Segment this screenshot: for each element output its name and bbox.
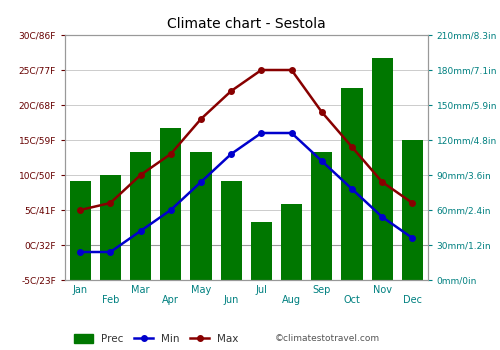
Bar xyxy=(402,140,423,280)
Text: Feb: Feb xyxy=(102,295,119,305)
Max xyxy=(138,173,143,177)
Text: Apr: Apr xyxy=(162,295,179,305)
Text: Dec: Dec xyxy=(403,295,422,305)
Min xyxy=(138,229,143,233)
Text: Jan: Jan xyxy=(72,285,88,295)
Text: Nov: Nov xyxy=(372,285,392,295)
Bar xyxy=(311,152,332,280)
Min xyxy=(168,208,173,212)
Bar xyxy=(70,181,90,280)
Bar xyxy=(190,152,212,280)
Min xyxy=(198,180,204,184)
Min xyxy=(258,131,264,135)
Max xyxy=(410,201,416,205)
Max xyxy=(379,180,385,184)
Min xyxy=(379,215,385,219)
Min xyxy=(108,250,114,254)
Min xyxy=(77,250,83,254)
Title: Climate chart - Sestola: Climate chart - Sestola xyxy=(167,17,326,31)
Max xyxy=(228,89,234,93)
Max xyxy=(198,117,204,121)
Max xyxy=(258,68,264,72)
Text: Sep: Sep xyxy=(312,285,331,295)
Min xyxy=(410,236,416,240)
Min xyxy=(349,187,355,191)
Min xyxy=(288,131,294,135)
Text: Aug: Aug xyxy=(282,295,301,305)
Max xyxy=(77,208,83,212)
Bar xyxy=(220,181,242,280)
Line: Min: Min xyxy=(78,130,415,255)
Text: Mar: Mar xyxy=(132,285,150,295)
Line: Max: Max xyxy=(78,67,415,213)
Bar xyxy=(100,175,121,280)
Text: May: May xyxy=(191,285,211,295)
Bar xyxy=(130,152,151,280)
Text: Oct: Oct xyxy=(344,295,360,305)
Max xyxy=(349,145,355,149)
Max xyxy=(168,152,173,156)
Text: Jun: Jun xyxy=(224,295,239,305)
Bar xyxy=(251,222,272,280)
Min xyxy=(228,152,234,156)
Max xyxy=(108,201,114,205)
Bar xyxy=(281,204,302,280)
Bar xyxy=(160,128,182,280)
Max xyxy=(288,68,294,72)
Legend: Prec, Min, Max: Prec, Min, Max xyxy=(70,330,243,348)
Bar xyxy=(342,88,362,280)
Min xyxy=(319,159,325,163)
Text: Jul: Jul xyxy=(256,285,268,295)
Text: ©climatestotravel.com: ©climatestotravel.com xyxy=(275,334,380,343)
Max xyxy=(319,110,325,114)
Bar xyxy=(372,58,393,280)
